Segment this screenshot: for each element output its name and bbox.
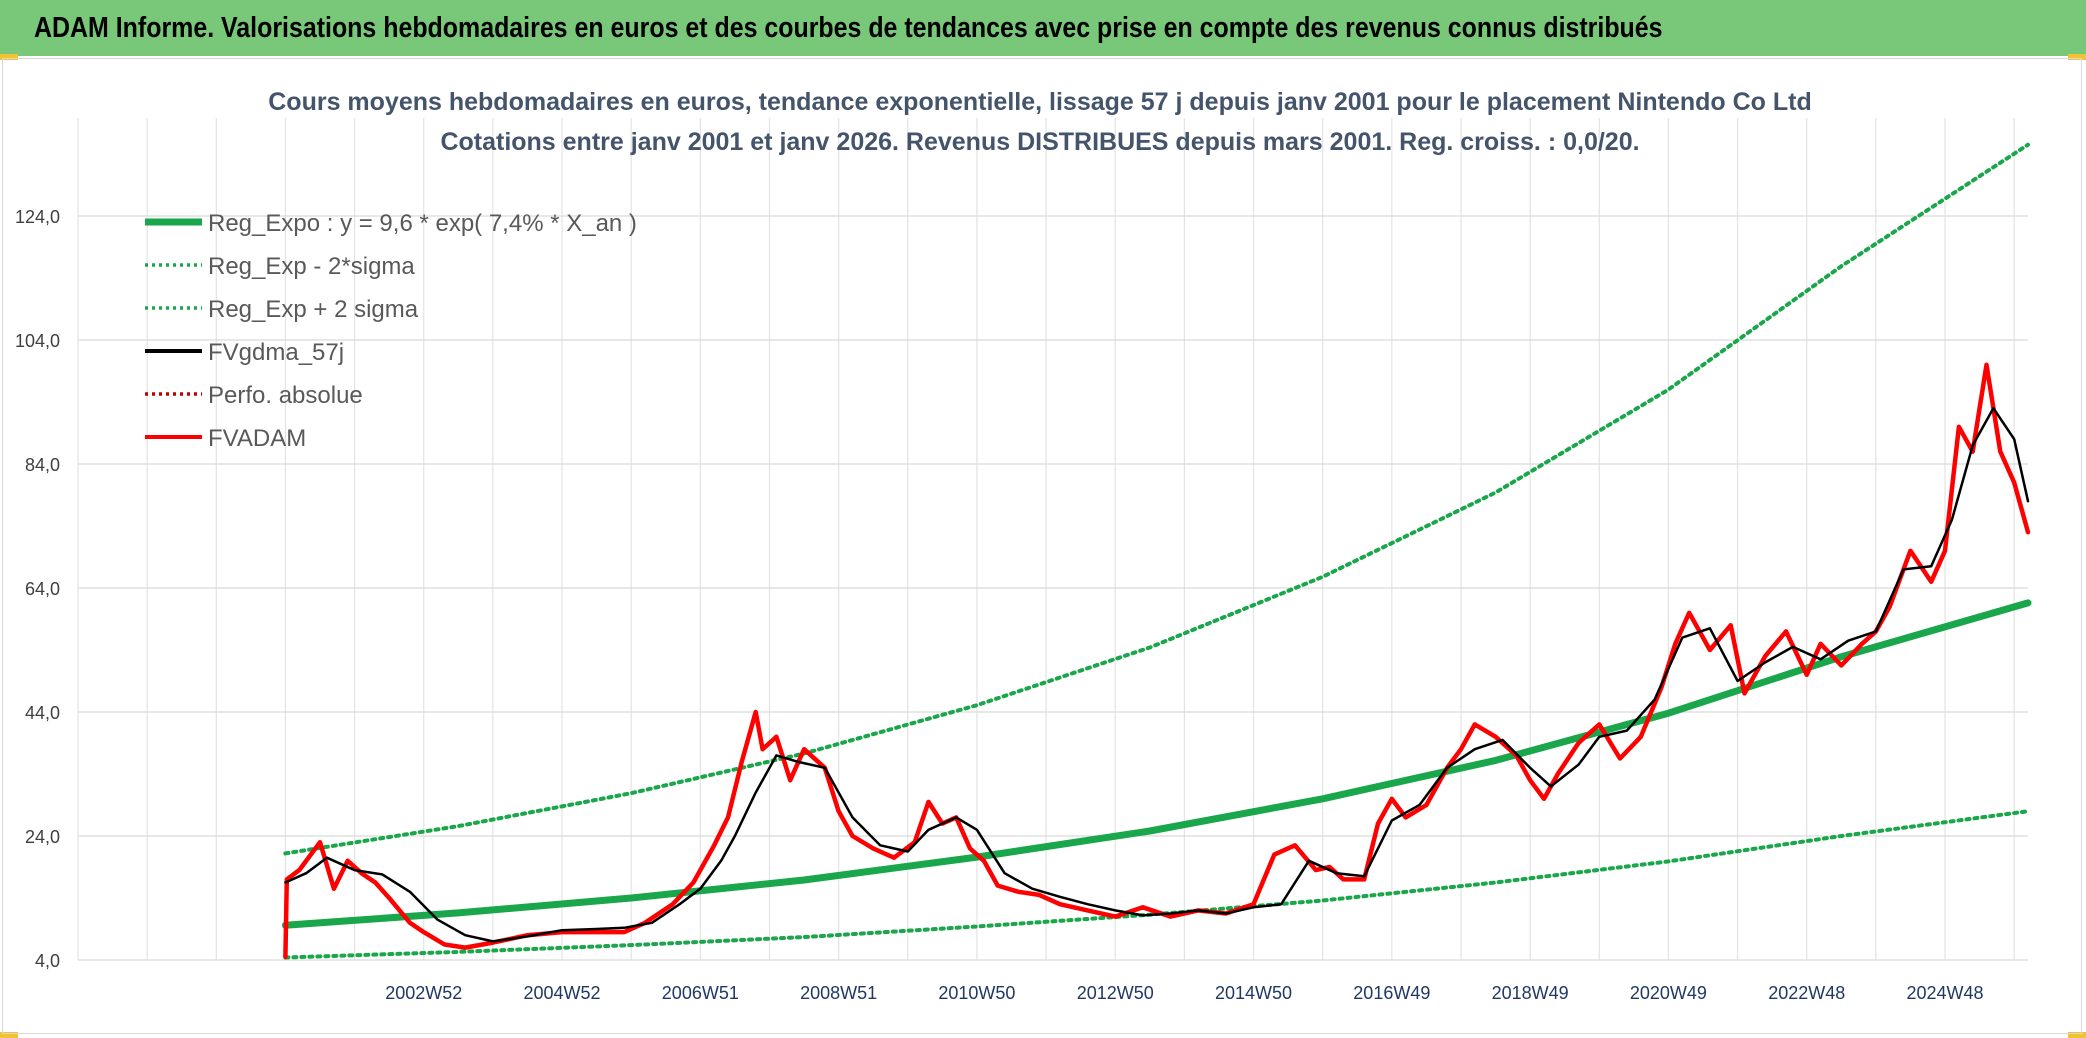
series-line-3 [284, 406, 2030, 943]
x-tick-label: 2012W50 [1077, 983, 1154, 1003]
report-title: ADAM Informe. Valorisations hebdomadaire… [34, 11, 1663, 44]
legend-label: FVgdma_57j [208, 339, 344, 366]
corner-mark-bottom-right [2068, 1032, 2086, 1038]
y-tick-label: 104,0 [15, 331, 60, 351]
series-line-2 [283, 142, 2030, 856]
x-tick-label: 2024W48 [1906, 983, 1983, 1003]
report-banner: ADAM Informe. Valorisations hebdomadaire… [0, 0, 2086, 56]
x-tick-label: 2004W52 [524, 983, 601, 1003]
legend-label: Reg_Exp + 2 sigma [208, 296, 419, 323]
y-tick-label: 24,0 [25, 827, 60, 847]
x-tick-label: 2006W51 [662, 983, 739, 1003]
legend-label: Reg_Expo : y = 9,6 * exp( 7,4% * X_an ) [208, 210, 637, 237]
y-tick-label: 44,0 [25, 703, 60, 723]
legend: Reg_Expo : y = 9,6 * exp( 7,4% * X_an ) R… [145, 210, 637, 452]
x-axis-ticks: 2002W52 2004W52 2006W51 2008W51 2010W50 2012W… [385, 983, 1983, 1003]
y-tick-label: 124,0 [15, 207, 60, 227]
corner-mark-bottom-left [0, 1032, 18, 1038]
series-line-5 [283, 362, 2031, 960]
x-tick-label: 2014W50 [1215, 983, 1292, 1003]
corner-mark-top-left [0, 54, 18, 60]
x-tick-label: 2022W48 [1768, 983, 1845, 1003]
chart-title-line-2: Cotations entre janv 2001 et janv 2026. … [440, 128, 1639, 156]
y-tick-label: 4,0 [35, 951, 60, 971]
y-tick-label: 84,0 [25, 455, 60, 475]
x-tick-label: 2016W49 [1353, 983, 1430, 1003]
x-tick-label: 2020W49 [1630, 983, 1707, 1003]
x-tick-label: 2008W51 [800, 983, 877, 1003]
legend-label: Reg_Exp - 2*sigma [208, 253, 415, 280]
legend-label: Perfo. absolue [208, 382, 363, 409]
corner-mark-top-right [2068, 54, 2086, 60]
y-axis-ticks: 4,0 24,0 44,0 64,0 84,0 104,0 124,0 [15, 207, 60, 971]
y-tick-label: 64,0 [25, 579, 60, 599]
legend-label: FVADAM [208, 425, 306, 452]
chart-title-line-1: Cours moyens hebdomadaires en euros, ten… [268, 88, 1811, 116]
x-tick-label: 2010W50 [938, 983, 1015, 1003]
grid-lines [77, 118, 2028, 961]
series-lines [281, 142, 2032, 960]
x-tick-label: 2018W49 [1492, 983, 1569, 1003]
series-line-0 [281, 599, 2032, 929]
x-tick-label: 2002W52 [385, 983, 462, 1003]
chart-area-border [2, 58, 2082, 1034]
